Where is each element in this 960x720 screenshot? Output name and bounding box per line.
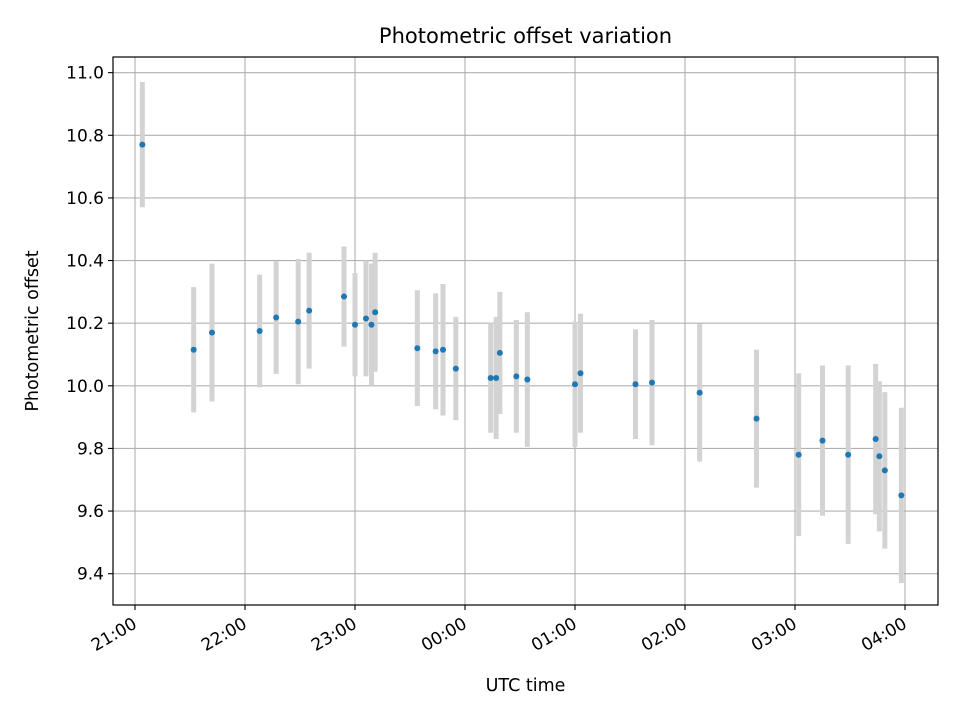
- data-point: [306, 307, 313, 314]
- data-point: [190, 346, 197, 353]
- x-tick-label: 03:00: [748, 614, 800, 656]
- x-tick-label: 02:00: [638, 614, 690, 656]
- data-point: [452, 365, 459, 372]
- data-point: [440, 346, 446, 353]
- data-point: [872, 436, 879, 443]
- data-point: [432, 348, 439, 355]
- data-point: [372, 309, 379, 316]
- y-tick-label: 9.6: [77, 502, 104, 522]
- data-point: [572, 381, 578, 388]
- data-point: [341, 293, 347, 300]
- y-axis-title: Photometric offset: [23, 250, 43, 411]
- x-tick-label: 01:00: [528, 614, 580, 656]
- y-tick-label: 10.0: [66, 377, 104, 397]
- y-tick-label: 9.8: [77, 439, 104, 459]
- data-point: [819, 437, 826, 444]
- data-point: [876, 453, 883, 460]
- data-point: [577, 370, 584, 377]
- y-tick-label: 10.6: [66, 189, 104, 209]
- data-point: [496, 349, 503, 356]
- data-points: [139, 141, 905, 499]
- data-point: [363, 315, 369, 322]
- data-point: [493, 374, 500, 381]
- data-point: [139, 141, 146, 148]
- data-point: [352, 321, 358, 328]
- data-point: [795, 451, 802, 458]
- data-point: [696, 389, 703, 396]
- y-tick-label: 10.8: [66, 126, 104, 146]
- y-tick-label: 10.4: [66, 252, 104, 272]
- data-point: [524, 376, 531, 383]
- data-point: [513, 373, 520, 380]
- data-point: [881, 467, 888, 474]
- error-bars: [139, 82, 904, 584]
- chart-title: Photometric offset variation: [379, 24, 672, 48]
- data-point: [632, 381, 639, 388]
- x-tick-label: 23:00: [308, 614, 360, 656]
- x-tick-label: 04:00: [858, 614, 910, 656]
- data-point: [256, 328, 263, 334]
- data-point: [753, 415, 760, 422]
- data-point: [487, 374, 494, 381]
- plot-frame: [112, 56, 939, 606]
- y-tick-label: 10.2: [66, 314, 104, 334]
- data-point: [368, 321, 375, 328]
- x-tick-label: 21:00: [88, 614, 140, 656]
- y-tick-label: 9.4: [77, 565, 104, 585]
- x-tick-label: 22:00: [198, 614, 250, 656]
- data-point: [898, 492, 905, 499]
- data-point: [845, 451, 852, 458]
- x-tick-label: 00:00: [418, 614, 470, 656]
- x-axis-title: UTC time: [486, 676, 566, 696]
- data-point: [295, 318, 302, 325]
- data-point: [414, 345, 421, 352]
- data-point: [209, 329, 215, 336]
- y-tick-label: 11.0: [66, 64, 104, 84]
- data-point: [649, 379, 655, 386]
- data-point: [273, 314, 280, 321]
